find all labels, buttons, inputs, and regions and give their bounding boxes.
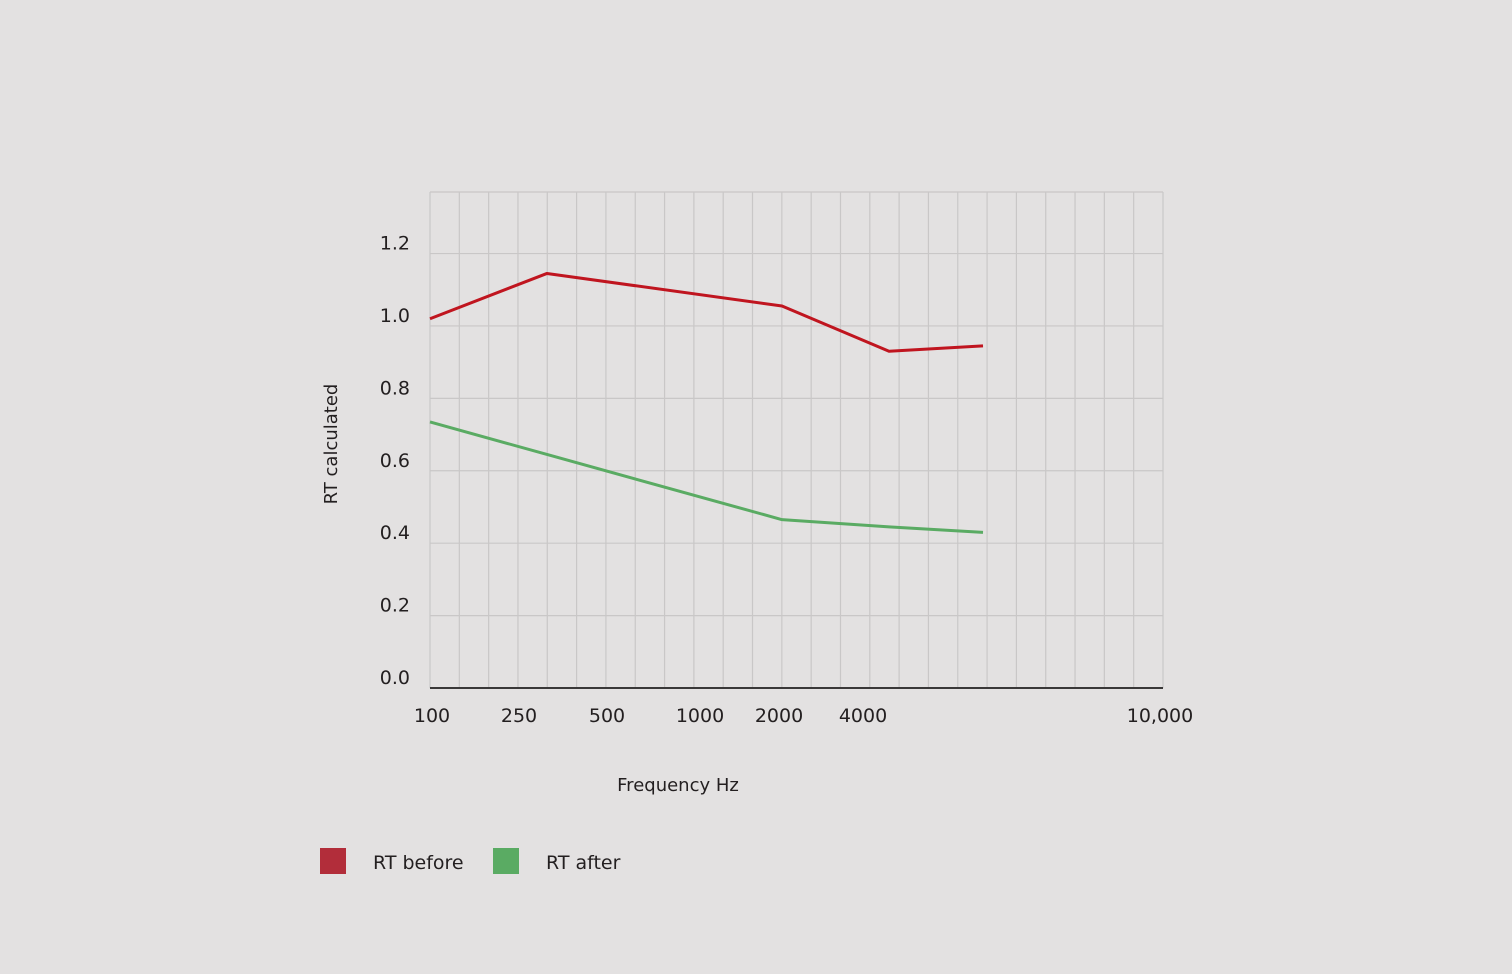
x-tick-label: 500 (589, 705, 625, 727)
legend-swatch (320, 848, 346, 874)
series (429, 271, 984, 534)
x-tick-label: 1000 (676, 705, 724, 727)
tick-labels: 0.0 0.2 0.4 0.6 0.8 1.0 1.2 100 250 500 1000 2000 40… (380, 233, 1193, 727)
legend-label: RT before (373, 852, 464, 874)
y-tick-label: 0.0 (380, 667, 410, 689)
y-tick-label: 0.8 (380, 377, 410, 399)
x-tick-label: 100 (414, 705, 450, 727)
x-tick-label: 2000 (755, 705, 803, 727)
legend-label: RT after (546, 852, 621, 874)
grid (429, 191, 1164, 688)
x-tick-label: 10,000 (1127, 705, 1193, 727)
legend-swatch (493, 848, 519, 874)
y-tick-label: 1.0 (380, 305, 410, 327)
y-tick-label: 1.2 (380, 233, 410, 255)
x-tick-label: 4000 (839, 705, 887, 727)
y-tick-label: 0.2 (380, 595, 410, 617)
x-axis-title: Frequency Hz (617, 775, 739, 796)
series-line-rt-after (429, 420, 984, 534)
y-tick-label: 0.4 (380, 522, 410, 544)
x-tick-label: 250 (501, 705, 537, 727)
y-tick-label: 0.6 (380, 450, 410, 472)
series-line-rt-before (429, 271, 984, 353)
legend: RT before RT after (320, 848, 621, 874)
y-axis-title: RT calculated (321, 384, 342, 505)
